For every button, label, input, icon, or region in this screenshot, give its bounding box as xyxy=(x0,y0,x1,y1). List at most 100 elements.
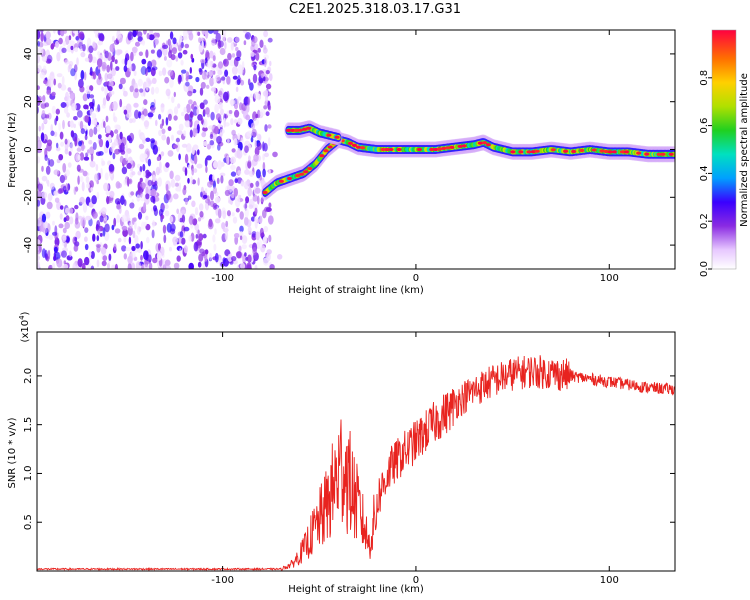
noise-speckle xyxy=(166,136,170,145)
noise-speckle xyxy=(173,193,179,200)
noise-speckle xyxy=(231,212,235,217)
noise-speckle xyxy=(113,243,117,251)
noise-speckle xyxy=(265,207,272,213)
noise-speckle xyxy=(177,44,183,52)
noise-speckle xyxy=(195,76,200,83)
noise-speckle xyxy=(224,41,227,50)
noise-speckle xyxy=(150,59,157,67)
noise-speckle xyxy=(201,251,206,257)
noise-speckle xyxy=(76,110,83,118)
noise-speckle xyxy=(178,153,181,161)
noise-speckle xyxy=(202,118,208,128)
noise-speckle xyxy=(145,49,149,59)
signal-peak xyxy=(293,128,300,132)
noise-speckle xyxy=(269,73,273,82)
noise-speckle xyxy=(180,209,186,214)
noise-speckle xyxy=(54,197,60,203)
noise-speckle xyxy=(162,224,167,234)
snr-y-tick-label: 0.5 xyxy=(23,514,34,530)
noise-speckle xyxy=(114,39,120,45)
noise-speckle xyxy=(242,30,248,34)
spectrogram-signal-layer xyxy=(261,120,675,201)
noise-speckle xyxy=(40,132,45,142)
noise-speckle xyxy=(59,205,64,210)
noise-speckle xyxy=(141,58,147,65)
noise-speckle xyxy=(266,252,271,262)
noise-speckle xyxy=(84,115,90,123)
noise-speckle xyxy=(52,220,55,226)
spectrogram-noise-layer xyxy=(37,30,283,269)
noise-speckle xyxy=(130,191,135,196)
noise-speckle xyxy=(244,252,247,257)
noise-speckle xyxy=(146,236,150,244)
noise-speckle xyxy=(236,251,242,259)
noise-speckle xyxy=(165,190,171,201)
noise-speckle xyxy=(103,120,106,128)
noise-speckle xyxy=(264,124,268,132)
noise-speckle xyxy=(173,262,180,269)
noise-speckle xyxy=(46,180,50,187)
noise-speckle xyxy=(67,65,71,73)
noise-speckle xyxy=(254,216,258,224)
noise-speckle xyxy=(152,220,155,228)
noise-speckle xyxy=(266,249,272,255)
noise-speckle xyxy=(141,221,145,230)
noise-speckle xyxy=(74,136,78,147)
noise-speckle xyxy=(255,52,260,61)
noise-speckle xyxy=(184,167,188,177)
noise-speckle xyxy=(108,253,112,261)
spectrogram-plot: -100 0 100 -40 -20 0 20 40 Height of straight l… xyxy=(7,29,676,296)
noise-speckle xyxy=(230,118,234,126)
noise-speckle xyxy=(123,109,128,115)
noise-speckle xyxy=(197,149,200,156)
noise-speckle xyxy=(207,30,214,34)
snr-x-label: Height of straight line (km) xyxy=(288,584,424,595)
noise-speckle xyxy=(198,233,204,242)
noise-speckle xyxy=(226,155,230,166)
noise-speckle xyxy=(40,32,44,42)
noise-speckle xyxy=(253,64,257,71)
noise-speckle xyxy=(89,94,95,99)
noise-speckle xyxy=(41,213,47,223)
noise-speckle xyxy=(184,197,188,206)
spectrogram-x-tick-label: 100 xyxy=(600,273,619,284)
noise-speckle xyxy=(130,51,134,62)
noise-speckle xyxy=(198,253,204,262)
noise-speckle xyxy=(37,218,42,227)
noise-speckle xyxy=(69,92,75,100)
noise-speckle xyxy=(234,103,238,110)
signal-peak xyxy=(297,128,304,132)
noise-speckle xyxy=(182,187,187,196)
noise-speckle xyxy=(239,235,243,241)
noise-speckle xyxy=(126,148,132,154)
noise-speckle xyxy=(199,102,205,110)
noise-speckle xyxy=(244,145,249,153)
noise-speckle xyxy=(83,156,90,161)
signal-peak xyxy=(303,170,309,174)
noise-speckle xyxy=(173,91,176,98)
noise-speckle xyxy=(62,119,65,130)
noise-speckle xyxy=(135,261,141,269)
noise-speckle xyxy=(209,140,215,146)
noise-speckle xyxy=(106,64,111,73)
noise-speckle xyxy=(171,134,174,141)
noise-speckle xyxy=(197,114,203,121)
noise-speckle xyxy=(147,60,153,70)
noise-speckle xyxy=(265,111,270,117)
noise-speckle xyxy=(150,195,156,203)
noise-speckle xyxy=(100,167,103,178)
noise-speckle xyxy=(197,177,200,186)
noise-speckle xyxy=(219,172,226,177)
noise-speckle xyxy=(138,226,142,232)
noise-speckle xyxy=(37,239,41,246)
noise-speckle xyxy=(209,180,214,185)
noise-speckle xyxy=(158,70,163,77)
noise-speckle xyxy=(211,37,216,46)
noise-speckle xyxy=(265,70,270,75)
noise-speckle xyxy=(144,169,151,179)
noise-speckle xyxy=(150,138,156,144)
spectrogram-y-tick-label: -20 xyxy=(23,189,34,205)
noise-speckle xyxy=(247,254,252,263)
noise-speckle xyxy=(140,182,146,188)
noise-speckle xyxy=(214,252,219,263)
